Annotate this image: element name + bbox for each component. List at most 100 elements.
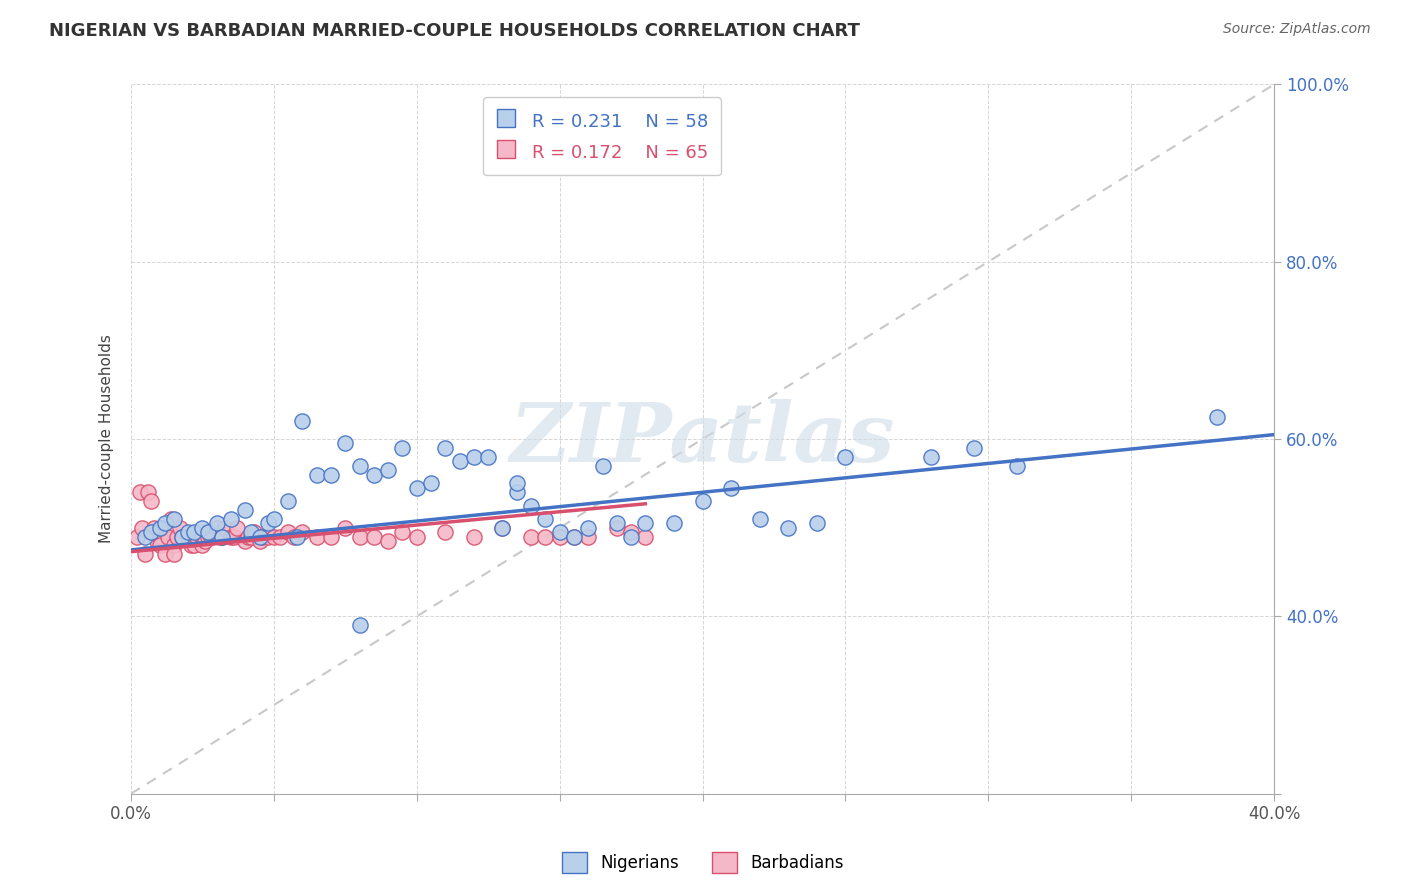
Point — [748, 512, 770, 526]
Point — [211, 530, 233, 544]
Point — [520, 499, 543, 513]
Point — [277, 494, 299, 508]
Point — [335, 436, 357, 450]
Point — [463, 450, 485, 464]
Point — [576, 530, 599, 544]
Point — [149, 521, 172, 535]
Point — [180, 538, 202, 552]
Point — [131, 521, 153, 535]
Point — [211, 530, 233, 544]
Point — [172, 530, 194, 544]
Point — [283, 530, 305, 544]
Point — [172, 530, 194, 544]
Text: ZIPatlas: ZIPatlas — [510, 399, 896, 479]
Point — [163, 538, 186, 552]
Point — [420, 476, 443, 491]
Point — [191, 521, 214, 535]
Legend: R = 0.231    N = 58, R = 0.172    N = 65: R = 0.231 N = 58, R = 0.172 N = 65 — [482, 97, 721, 176]
Point — [134, 530, 156, 544]
Text: Source: ZipAtlas.com: Source: ZipAtlas.com — [1223, 22, 1371, 37]
Point — [620, 525, 643, 540]
Point — [285, 530, 308, 544]
Point — [491, 521, 513, 535]
Point — [145, 534, 167, 549]
Point — [720, 481, 742, 495]
Point — [319, 467, 342, 482]
Point — [186, 530, 208, 544]
Point — [142, 521, 165, 535]
Point — [291, 525, 314, 540]
Point — [197, 530, 219, 544]
Point — [269, 530, 291, 544]
Point — [222, 530, 245, 544]
Point — [252, 530, 274, 544]
Point — [200, 530, 222, 544]
Point — [1005, 458, 1028, 473]
Point — [506, 485, 529, 500]
Point — [491, 521, 513, 535]
Point — [562, 530, 585, 544]
Point — [692, 494, 714, 508]
Point — [305, 530, 328, 544]
Point — [319, 530, 342, 544]
Point — [249, 534, 271, 549]
Point — [243, 525, 266, 540]
Point — [191, 538, 214, 552]
Point — [233, 503, 256, 517]
Point — [349, 458, 371, 473]
Point — [363, 467, 385, 482]
Point — [548, 525, 571, 540]
Point — [463, 530, 485, 544]
Point — [434, 525, 457, 540]
Point — [405, 481, 427, 495]
Point — [920, 450, 942, 464]
Point — [806, 516, 828, 531]
Point — [477, 450, 499, 464]
Point — [238, 530, 260, 544]
Point — [606, 521, 628, 535]
Legend: Nigerians, Barbadians: Nigerians, Barbadians — [555, 846, 851, 880]
Point — [434, 441, 457, 455]
Point — [240, 530, 263, 544]
Point — [152, 521, 174, 535]
Point — [149, 530, 172, 544]
Point — [634, 530, 657, 544]
Point — [257, 530, 280, 544]
Point — [125, 530, 148, 544]
Point — [534, 512, 557, 526]
Point — [391, 441, 413, 455]
Point — [155, 516, 177, 531]
Point — [363, 530, 385, 544]
Point — [662, 516, 685, 531]
Point — [208, 530, 231, 544]
Point — [205, 516, 228, 531]
Point — [778, 521, 800, 535]
Point — [240, 525, 263, 540]
Point — [139, 494, 162, 508]
Point — [377, 463, 399, 477]
Point — [136, 485, 159, 500]
Point — [562, 530, 585, 544]
Point — [197, 525, 219, 540]
Point — [277, 525, 299, 540]
Point — [194, 534, 217, 549]
Point — [257, 516, 280, 531]
Point — [183, 525, 205, 540]
Point — [963, 441, 986, 455]
Text: NIGERIAN VS BARBADIAN MARRIED-COUPLE HOUSEHOLDS CORRELATION CHART: NIGERIAN VS BARBADIAN MARRIED-COUPLE HOU… — [49, 22, 860, 40]
Point — [128, 485, 150, 500]
Point — [834, 450, 856, 464]
Point — [305, 467, 328, 482]
Point — [249, 530, 271, 544]
Point — [506, 476, 529, 491]
Point — [157, 530, 180, 544]
Point — [205, 521, 228, 535]
Point — [335, 521, 357, 535]
Point — [391, 525, 413, 540]
Point — [620, 530, 643, 544]
Point — [149, 538, 172, 552]
Point — [291, 414, 314, 428]
Point — [1205, 409, 1227, 424]
Point — [606, 516, 628, 531]
Point — [225, 521, 247, 535]
